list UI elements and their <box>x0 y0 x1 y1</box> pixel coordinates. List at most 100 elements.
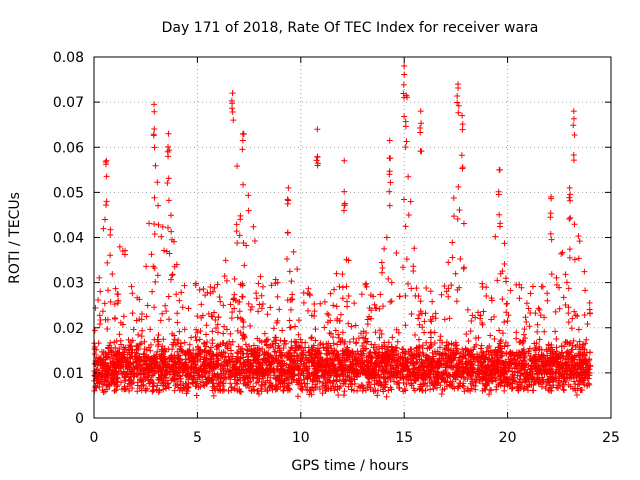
data-point <box>193 337 200 344</box>
data-point <box>304 374 311 381</box>
data-point <box>548 384 555 391</box>
data-point <box>551 374 558 381</box>
data-point <box>196 336 203 343</box>
data-point <box>247 306 254 313</box>
data-point <box>501 240 508 247</box>
data-point <box>201 367 208 374</box>
data-point <box>364 338 371 345</box>
data-point <box>276 306 283 313</box>
data-point <box>258 305 265 312</box>
data-point <box>542 358 549 365</box>
data-point <box>313 368 320 375</box>
data-point <box>359 352 366 359</box>
data-point <box>167 354 174 361</box>
data-point <box>464 376 471 383</box>
data-point <box>136 377 143 384</box>
data-point <box>328 345 335 352</box>
data-point <box>104 354 111 361</box>
data-point <box>247 322 254 329</box>
data-point <box>96 320 103 327</box>
data-point <box>259 346 266 353</box>
data-point <box>294 266 301 273</box>
data-point <box>186 341 193 348</box>
data-point <box>517 376 524 383</box>
data-point <box>284 230 291 237</box>
data-point <box>501 374 508 381</box>
data-point <box>366 313 373 320</box>
data-point <box>186 372 193 379</box>
data-point <box>426 344 433 351</box>
data-point <box>509 349 516 356</box>
data-point <box>417 108 424 115</box>
data-point <box>424 382 431 389</box>
data-point <box>399 349 406 356</box>
data-point <box>340 207 347 214</box>
data-point <box>224 345 231 352</box>
data-point <box>243 351 250 358</box>
data-point <box>143 263 150 270</box>
data-point <box>442 367 449 374</box>
data-point <box>118 357 125 364</box>
data-point <box>231 305 238 312</box>
data-point <box>412 292 419 299</box>
data-point <box>310 387 317 394</box>
data-point <box>402 123 409 130</box>
data-point <box>319 390 326 397</box>
data-point <box>560 374 567 381</box>
data-point <box>340 373 347 380</box>
data-point <box>285 349 292 356</box>
data-point <box>256 345 263 352</box>
data-point <box>481 385 488 392</box>
data-point <box>187 364 194 371</box>
data-point <box>194 329 201 336</box>
data-point <box>258 339 265 346</box>
y-tick-label: 0.01 <box>53 366 84 382</box>
data-point <box>137 370 144 377</box>
data-point <box>460 265 467 272</box>
data-point <box>534 328 541 335</box>
data-point <box>353 353 360 360</box>
data-point <box>568 325 575 332</box>
data-point <box>506 381 513 388</box>
data-point <box>432 382 439 389</box>
data-point <box>483 284 490 291</box>
data-point <box>290 376 297 383</box>
data-point <box>339 336 346 343</box>
data-point <box>222 342 229 349</box>
data-point <box>526 369 533 376</box>
data-point <box>454 216 461 223</box>
x-axis-label: GPS time / hours <box>291 458 408 474</box>
data-point <box>185 305 192 312</box>
data-point <box>213 346 220 353</box>
data-point <box>552 308 559 315</box>
data-point <box>323 345 330 352</box>
data-point <box>207 283 214 290</box>
data-point <box>218 372 225 379</box>
data-point <box>333 270 340 277</box>
data-point <box>439 350 446 357</box>
data-point <box>293 344 300 351</box>
data-point <box>158 233 165 240</box>
data-point <box>350 335 357 342</box>
data-point <box>496 166 503 173</box>
data-point <box>516 360 523 367</box>
data-point <box>286 317 293 324</box>
data-point <box>360 339 367 346</box>
data-point <box>495 191 502 198</box>
data-point <box>102 388 109 395</box>
data-point <box>151 108 158 115</box>
data-point <box>233 228 240 235</box>
data-point <box>134 388 141 395</box>
data-point <box>261 330 268 337</box>
data-point <box>373 354 380 361</box>
data-point <box>375 371 382 378</box>
data-point <box>333 348 340 355</box>
data-point <box>423 285 430 292</box>
data-point <box>458 152 465 159</box>
data-point <box>265 358 272 365</box>
data-point <box>313 157 320 164</box>
data-point <box>312 326 319 333</box>
data-point <box>186 373 193 380</box>
data-point <box>372 329 379 336</box>
data-point <box>181 326 188 333</box>
